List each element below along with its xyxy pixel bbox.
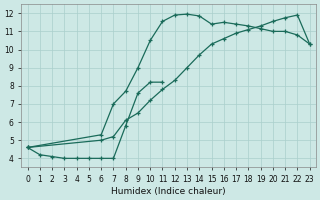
X-axis label: Humidex (Indice chaleur): Humidex (Indice chaleur): [111, 187, 226, 196]
